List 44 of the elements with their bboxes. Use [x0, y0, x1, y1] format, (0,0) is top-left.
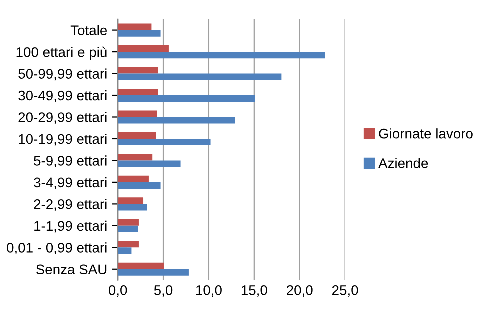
bar — [118, 176, 149, 182]
bar — [118, 160, 181, 168]
bar — [118, 269, 189, 276]
bar — [118, 30, 161, 37]
bar — [118, 46, 169, 52]
bar — [118, 262, 164, 270]
y-tick-label: Totale — [70, 25, 108, 36]
bar — [118, 241, 139, 248]
bar — [118, 154, 153, 161]
x-tick-label: 10,0 — [196, 285, 222, 297]
y-tick-label: Senza SAU — [36, 264, 107, 275]
x-tick-label: 20,0 — [287, 285, 313, 297]
bar — [118, 74, 282, 80]
bar — [118, 138, 211, 146]
bar — [118, 67, 158, 74]
bar — [118, 117, 236, 124]
x-tick-label: 0,0 — [108, 285, 128, 297]
legend-label: Aziende — [378, 158, 428, 168]
y-tick-label: 1-1,99 ettari — [34, 220, 107, 233]
bar — [118, 52, 326, 59]
bar — [118, 88, 158, 96]
legend-label: Giornate lavoro — [379, 128, 473, 139]
x-tick-label: 5,0 — [154, 285, 173, 297]
bar — [118, 226, 138, 232]
bar — [118, 198, 144, 204]
y-tick-label: 3-4,99 ettari — [34, 177, 107, 190]
y-tick-label: 5-9,99 ettari — [34, 156, 107, 168]
bar — [118, 24, 152, 30]
y-tick-label: 30-49,99 ettari — [18, 90, 107, 102]
y-tick-label: 50-99,99 ettari — [18, 68, 107, 81]
x-tick-label: 15,0 — [242, 285, 268, 297]
bar — [118, 204, 148, 211]
y-tick-label: 20-29,99 ettari — [18, 112, 107, 124]
bar — [118, 132, 156, 139]
y-tick-label: 10-19,99 ettari — [19, 134, 107, 146]
bar — [118, 110, 158, 118]
bar — [118, 182, 161, 189]
y-tick-label: 2-2,99 ettari — [34, 199, 107, 211]
x-tick-label: 25,0 — [332, 285, 358, 297]
bar — [118, 96, 256, 102]
bar — [118, 248, 132, 254]
bar — [118, 219, 139, 226]
y-tick-label: 0,01 - 0,99 ettari — [7, 242, 107, 254]
y-tick-label: 100 ettari e più — [16, 46, 107, 60]
